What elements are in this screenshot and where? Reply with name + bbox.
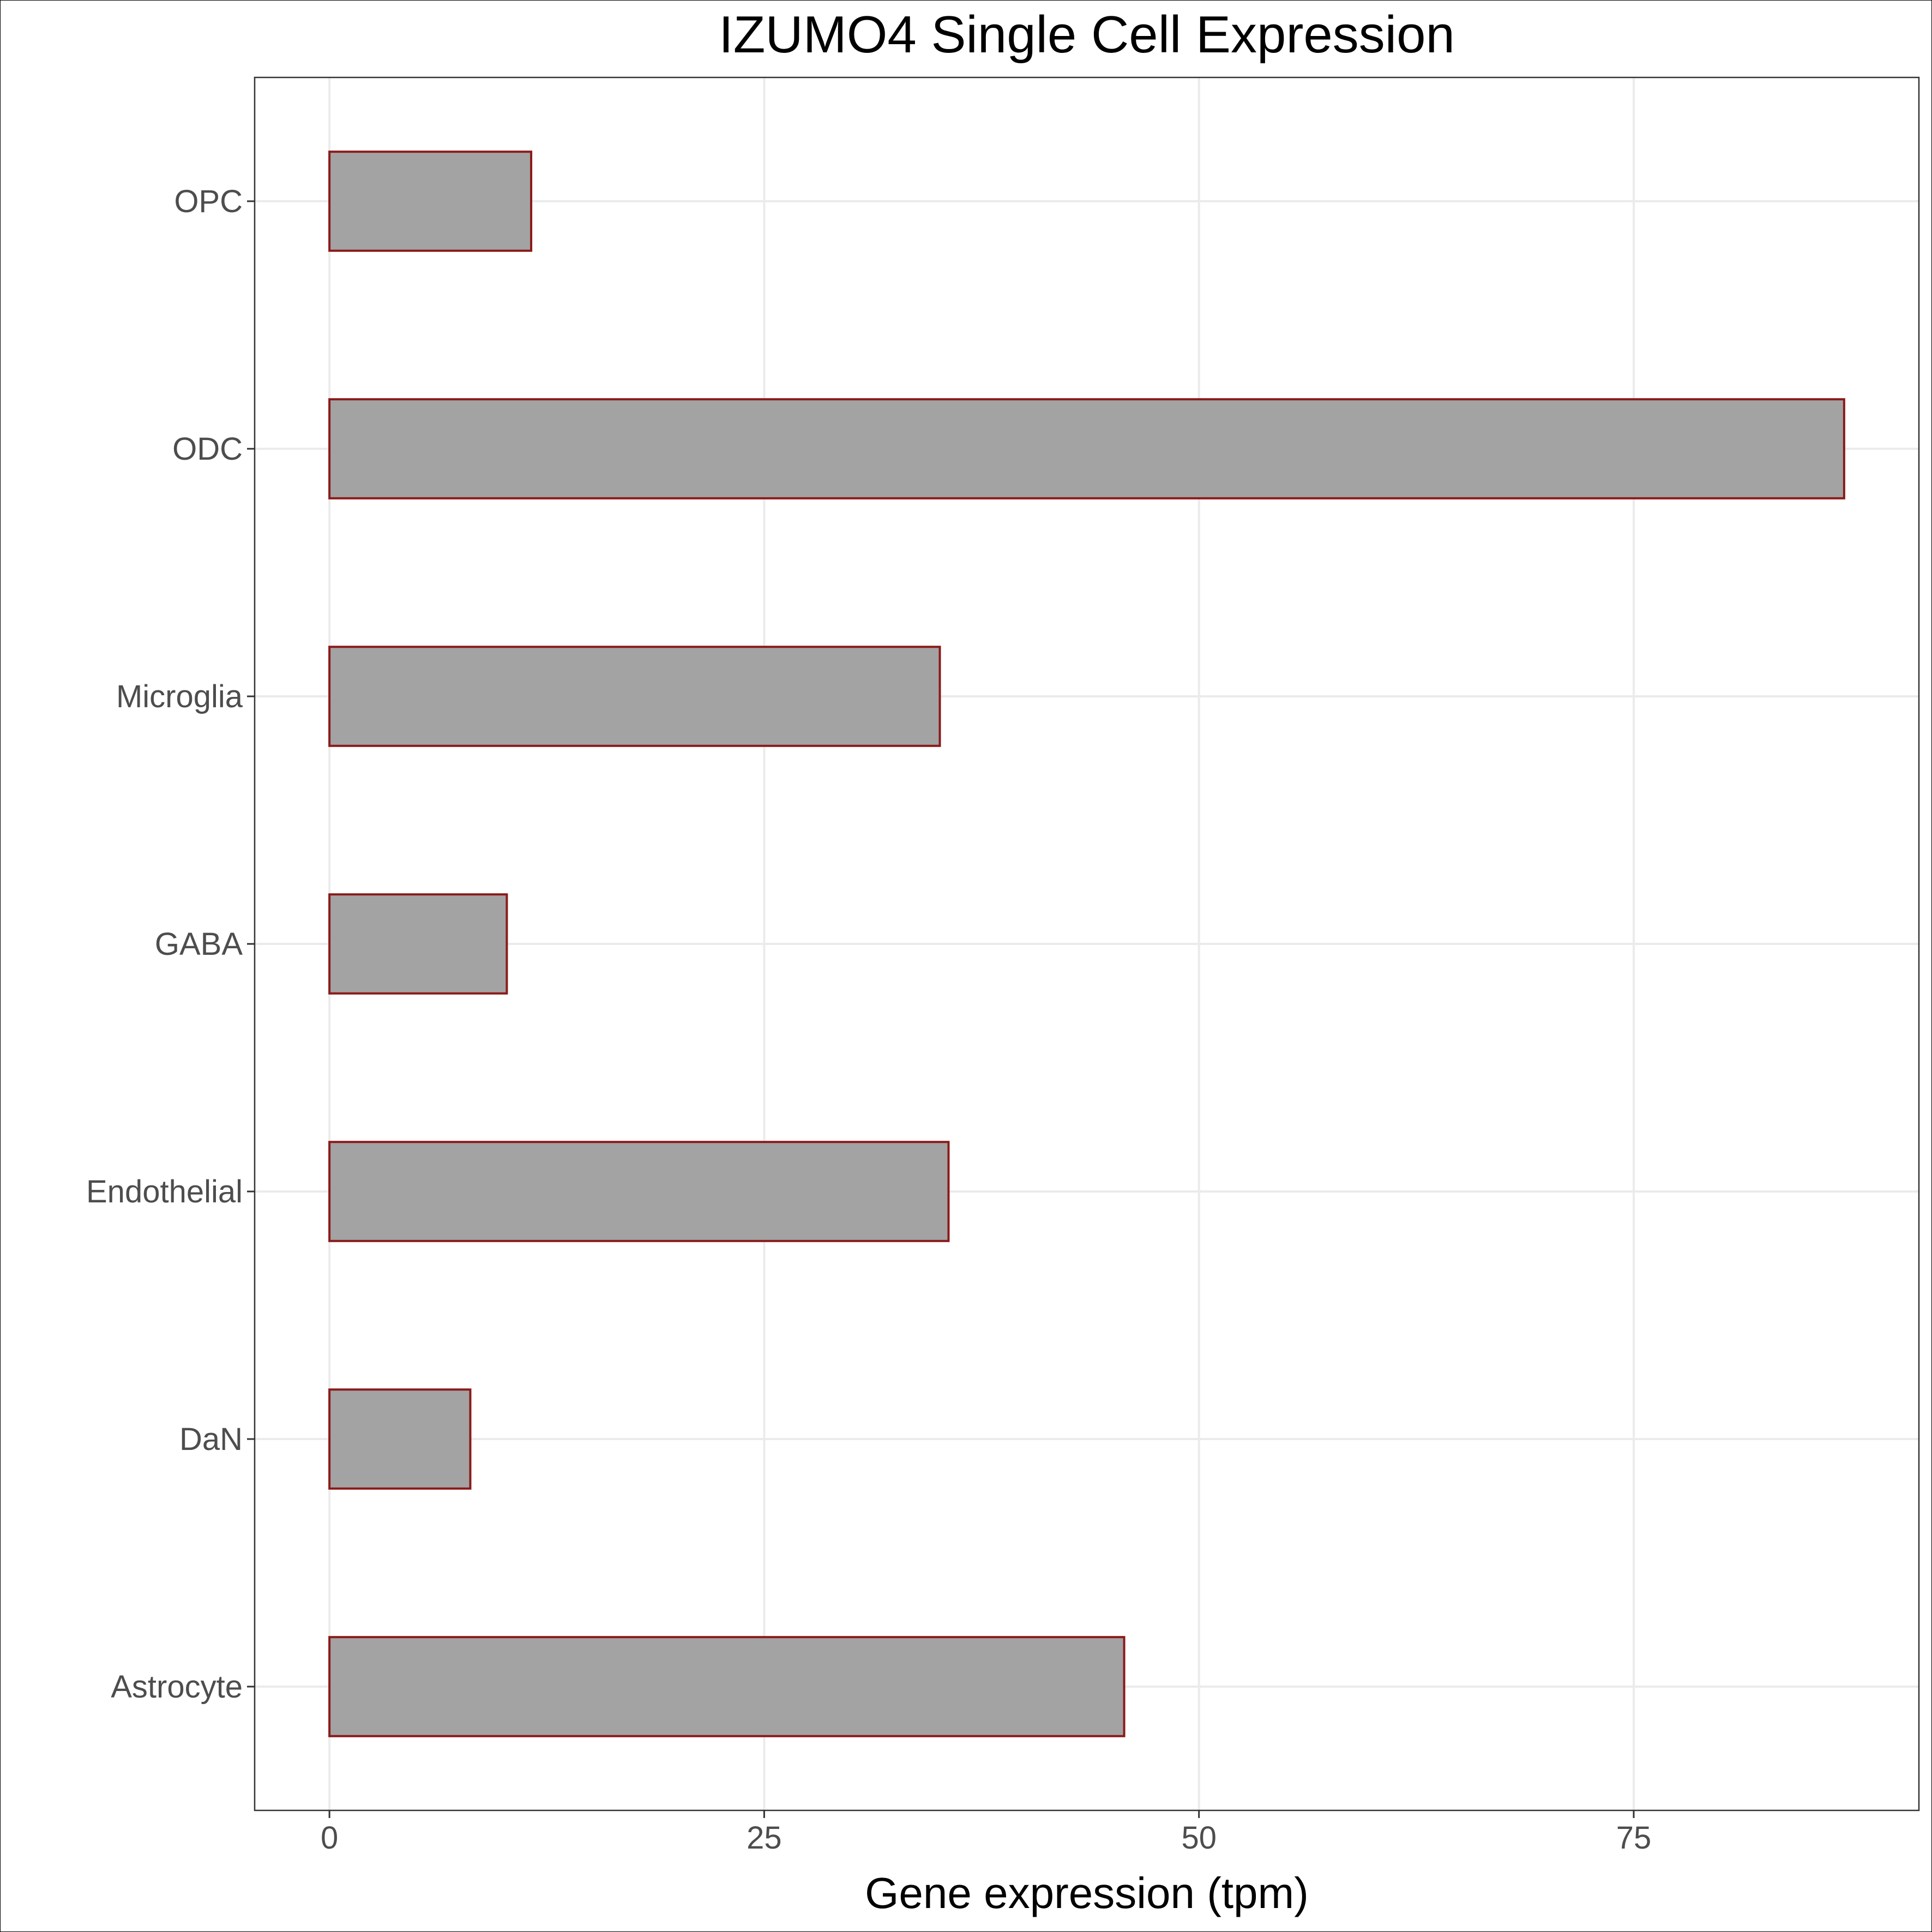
bar-dan	[328, 1388, 472, 1490]
y-tick-label-odc: ODC	[172, 431, 243, 467]
y-tick-label-gaba: GABA	[155, 926, 243, 962]
y-tick-label-opc: OPC	[174, 184, 243, 219]
bar-opc	[328, 151, 533, 252]
bar-odc	[328, 398, 1845, 499]
x-tick-label-75: 75	[1616, 1820, 1652, 1856]
x-tick-label-50: 50	[1181, 1820, 1217, 1856]
bar-astrocyte	[328, 1636, 1126, 1737]
y-tick-label-dan: DaN	[179, 1422, 243, 1457]
bar-endothelial	[328, 1141, 950, 1242]
y-tick-label-microglia: Microglia	[116, 679, 243, 714]
x-tick-label-0: 0	[321, 1820, 338, 1856]
y-tick-label-astrocyte: Astrocyte	[111, 1669, 243, 1705]
bar-gaba	[328, 893, 508, 995]
y-tick-label-endothelial: Endothelial	[86, 1174, 243, 1209]
y-axis: Astrocyte DaN Endothelial GABA Microglia ODC O…	[86, 184, 255, 1705]
x-axis: 0 25 50 75	[321, 1810, 1651, 1856]
x-tick-label-25: 25	[747, 1820, 782, 1856]
bar-layer	[328, 151, 1845, 1737]
chart-title: IZUMO4 Single Cell Expression	[719, 5, 1455, 64]
x-axis-title: Gene expression (tpm)	[865, 1869, 1309, 1917]
bar-microglia	[328, 646, 941, 747]
